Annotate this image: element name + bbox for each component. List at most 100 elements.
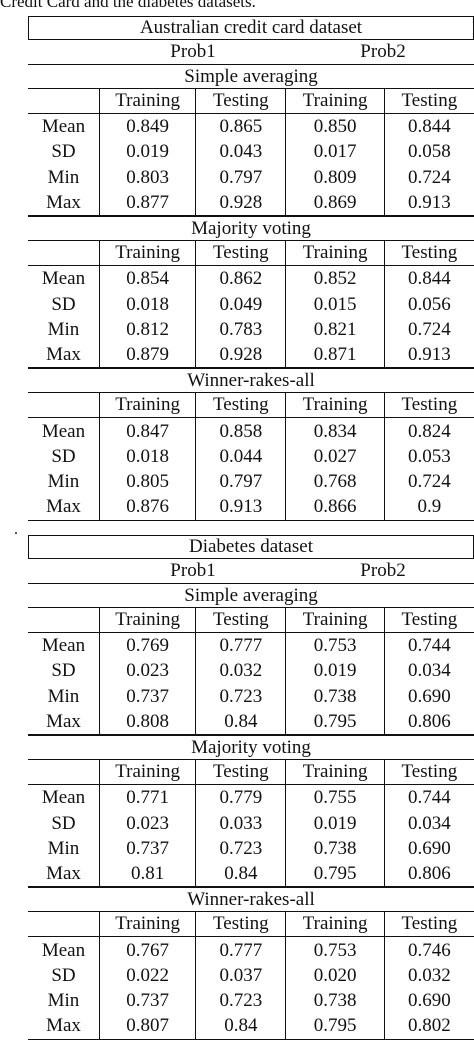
table-cell: 0.869 [285,189,385,216]
section-divider [28,215,474,218]
prob-header-row: Prob1 Prob2 [28,559,474,583]
table-row: Min 0.812 0.783 0.821 0.724 [28,316,474,343]
table-cell: 0.808 [98,708,196,735]
table-cell: 0.043 [195,139,286,165]
table-cell: 0.053 [383,443,474,469]
table-cell: 0.777 [195,632,286,659]
table-cell: 0.879 [98,342,196,368]
table-cell: 0.019 [285,810,385,836]
table-cell: 0.019 [285,658,385,684]
table-cell: 0.858 [195,417,286,444]
table-row: Max 0.876 0.913 0.866 0.9 [28,494,474,520]
table-cell: 0.744 [383,632,474,659]
row-label: Mean [41,116,86,138]
table-cell: 0.724 [383,164,474,190]
table-cell: 0.913 [195,494,286,520]
table-cell: 0.854 [98,265,196,292]
table-cell: 0.018 [98,443,196,469]
table-row: Mean 0.771 0.779 0.755 0.744 [28,784,474,811]
table-cell: 0.807 [98,1013,196,1039]
corner-cell [28,608,100,633]
table-row: Min 0.737 0.723 0.738 0.690 [28,987,474,1014]
table-cell: 0.805 [98,468,196,495]
table-cell: 0.737 [98,835,196,862]
section-divider [28,886,474,889]
table-cell: 0.017 [285,139,385,165]
table-cell: 0.755 [285,784,385,811]
row-label: Mean [41,787,86,809]
table-cell: 0.865 [195,113,286,140]
section-divider [28,88,474,89]
table-cell: 0.866 [285,494,385,520]
section-title: Majority voting [191,218,311,240]
table-cell: 0.797 [195,164,286,190]
prob2-header: Prob2 [360,560,406,581]
table-cell: 0.767 [98,936,196,963]
section-divider [28,367,474,370]
column-header: Training [98,241,196,267]
column-header: Training [98,608,196,633]
table-cell: 0.049 [195,291,286,317]
column-header: Testing [383,912,474,938]
column-header-row: Training Testing Training Testing [28,241,474,267]
table-bottom-rule [28,519,474,521]
section-divider [28,734,474,737]
table-cell: 0.797 [195,468,286,495]
corner-cell [28,912,100,938]
row-label: SD [51,660,76,682]
table-row: Max 0.879 0.928 0.871 0.913 [28,342,474,368]
table-cell: 0.847 [98,417,196,444]
table-cell: 0.018 [98,291,196,317]
table-cell: 0.806 [383,708,474,735]
corner-cell [28,393,100,419]
row-label: Max [46,344,81,366]
dataset-title: Diabetes dataset [28,535,474,559]
table-cell: 0.737 [98,987,196,1014]
prob1-header: Prob1 [170,560,216,581]
column-header: Testing [195,393,286,419]
section-divider [28,583,474,584]
section-divider [28,759,474,761]
table-cell: 0.779 [195,784,286,811]
dataset-table: Diabetes dataset Prob1 Prob2 Simple averagi… [28,535,474,1040]
results-table: Training Testing Training Testing Mean 0.849 0… [28,89,474,216]
table-row: Min 0.737 0.723 0.738 0.690 [28,683,474,709]
table-cell: 0.020 [285,962,385,988]
table-cell: 0.746 [383,936,474,963]
row-label: Mean [41,268,86,290]
table-cell: 0.806 [383,861,474,887]
table-cell: 0.84 [195,708,286,735]
row-label: Max [46,863,81,885]
table-cell: 0.690 [383,835,474,862]
column-header: Training [285,241,385,267]
table-cell: 0.023 [98,810,196,836]
table-cell: 0.032 [195,658,286,684]
row-label: Max [46,496,81,518]
row-label: Mean [41,420,86,442]
row-label: SD [51,445,76,467]
table-cell: 0.928 [195,189,286,216]
table-row: Max 0.808 0.84 0.795 0.806 [28,708,474,735]
table-cell: 0.032 [383,962,474,988]
column-header: Testing [195,89,286,114]
results-table: Training Testing Training Testing Mean 0.767 0… [28,912,474,1039]
column-header: Training [98,89,196,114]
table-row: Min 0.805 0.797 0.768 0.724 [28,468,474,495]
results-table: Training Testing Training Testing Mean 0.769 0… [28,608,474,735]
table-cell: 0.724 [383,468,474,495]
table-cell: 0.022 [98,962,196,988]
table-cell: 0.771 [98,784,196,811]
table-cell: 0.037 [195,962,286,988]
table-cell: 0.9 [383,494,474,520]
column-header: Testing [195,241,286,267]
table-cell: 0.058 [383,139,474,165]
table-cell: 0.802 [383,1013,474,1039]
section-title: Winner-rakes-all [187,889,315,911]
results-table: Training Testing Training Testing Mean 0.847 0… [28,393,474,520]
table-row: Max 0.81 0.84 0.795 0.806 [28,861,474,887]
table-cell: 0.913 [383,342,474,368]
column-header: Testing [383,760,474,786]
corner-cell [28,89,100,114]
row-label: SD [51,293,76,315]
table-cell: 0.84 [195,1013,286,1039]
